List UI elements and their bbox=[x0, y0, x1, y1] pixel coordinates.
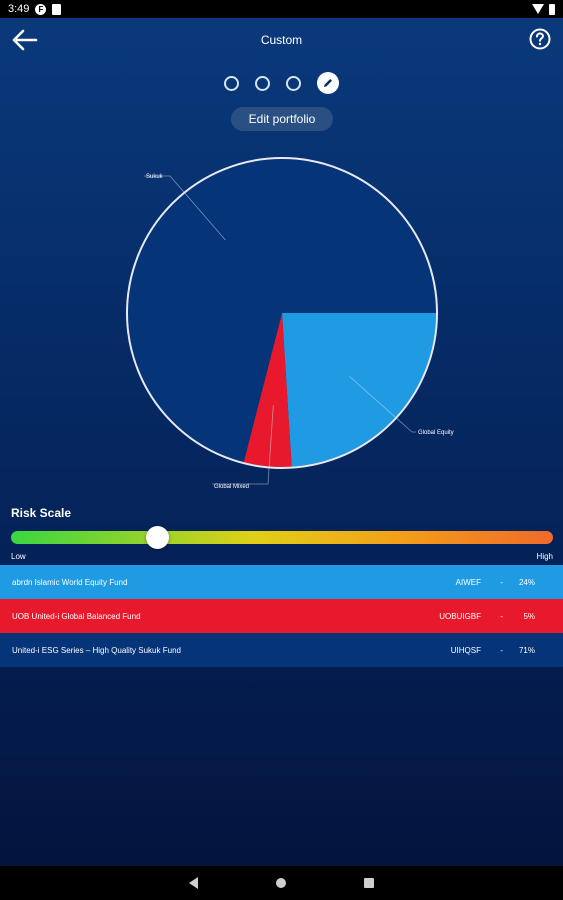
risk-scale: Risk Scale Low High bbox=[11, 506, 553, 561]
risk-scale-track bbox=[11, 526, 553, 549]
step-indicator bbox=[0, 72, 563, 94]
pie-leader-line bbox=[212, 404, 274, 485]
pie-slice-global-equity bbox=[282, 313, 436, 467]
wifi-icon bbox=[532, 4, 544, 14]
app-bar: Custom bbox=[0, 18, 563, 64]
fund-code: UIHQSF bbox=[450, 645, 481, 655]
status-time: 3:49 bbox=[8, 3, 30, 15]
nav-recents-icon[interactable] bbox=[364, 878, 374, 888]
nav-back-icon[interactable] bbox=[189, 877, 198, 889]
step-dot-active[interactable] bbox=[317, 72, 339, 94]
step-dot-1[interactable] bbox=[224, 75, 239, 91]
notification-f-icon: F bbox=[35, 3, 47, 15]
fund-name: United-i ESG Series – High Quality Sukuk… bbox=[12, 645, 181, 655]
fund-row[interactable]: United-i ESG Series – High Quality Sukuk… bbox=[0, 633, 563, 667]
fund-row[interactable]: abrdn Islamic World Equity Fund AIWEF - … bbox=[0, 565, 563, 599]
page-title: Custom bbox=[260, 33, 303, 47]
step-dot-2[interactable] bbox=[255, 75, 270, 91]
pie-leader-line bbox=[349, 375, 416, 433]
status-right bbox=[532, 3, 555, 15]
arrow-left-icon bbox=[12, 29, 38, 51]
pencil-icon bbox=[324, 79, 332, 87]
pie-slices bbox=[128, 159, 436, 467]
fund-list: abrdn Islamic World Equity Fund AIWEF - … bbox=[0, 565, 563, 667]
status-bar: 3:49 F bbox=[0, 0, 563, 18]
status-left: 3:49 F bbox=[8, 3, 62, 15]
edit-portfolio-button[interactable]: Edit portfolio bbox=[231, 107, 333, 131]
fund-percent: 5% bbox=[523, 611, 535, 621]
nav-home-icon[interactable] bbox=[276, 878, 286, 888]
fund-code: AIWEF bbox=[455, 577, 481, 587]
fund-dash: - bbox=[500, 645, 503, 655]
portfolio-pie-chart: Global Equity Global Mixed Sukuk bbox=[126, 157, 454, 490]
pie-leader-line bbox=[144, 175, 226, 241]
pie-slice-global-mixed bbox=[243, 313, 292, 467]
pie-labels: Global Equity Global Mixed Sukuk bbox=[144, 174, 454, 490]
pie-label: Sukuk bbox=[146, 174, 164, 180]
system-nav-bar bbox=[0, 866, 563, 900]
risk-scale-ends: Low High bbox=[11, 552, 553, 561]
risk-scale-title: Risk Scale bbox=[11, 506, 72, 520]
risk-scale-thumb[interactable] bbox=[145, 526, 169, 549]
fund-row[interactable]: UOB United-i Global Balanced Fund UOBUIG… bbox=[0, 599, 563, 633]
help-button[interactable] bbox=[529, 28, 551, 50]
fund-name: abrdn Islamic World Equity Fund bbox=[12, 577, 128, 587]
pie-outline bbox=[126, 157, 438, 469]
fund-percent: 71% bbox=[518, 645, 535, 655]
risk-high-label: High bbox=[536, 552, 553, 561]
pie-label: Global Mixed bbox=[214, 484, 249, 490]
back-button[interactable] bbox=[10, 28, 38, 52]
step-dot-3[interactable] bbox=[286, 75, 301, 91]
pie-slice-sukuk bbox=[128, 159, 436, 463]
fund-name: UOB United-i Global Balanced Fund bbox=[12, 611, 141, 621]
sim-icon bbox=[52, 3, 62, 15]
fund-percent: 24% bbox=[518, 577, 535, 587]
risk-low-label: Low bbox=[11, 552, 26, 561]
fund-dash: - bbox=[500, 577, 503, 587]
battery-icon bbox=[549, 3, 555, 15]
fund-code: UOBUIGBF bbox=[439, 611, 481, 621]
help-circle-icon bbox=[529, 28, 551, 50]
fund-dash: - bbox=[500, 611, 503, 621]
pie-label: Global Equity bbox=[418, 430, 454, 436]
